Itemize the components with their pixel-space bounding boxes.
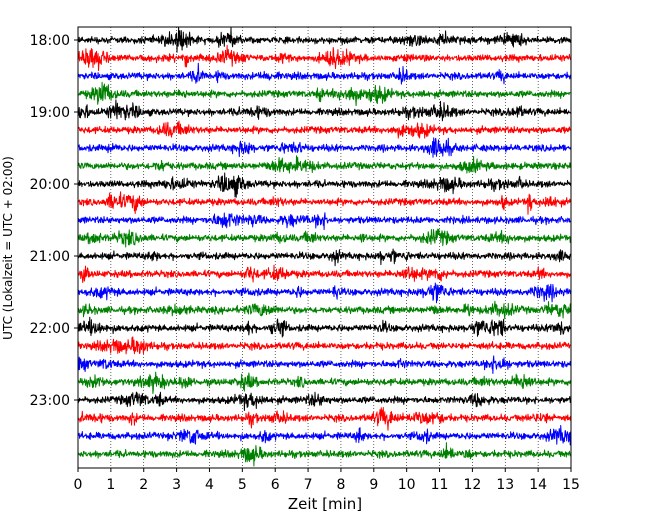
y-tick-label: 22:00: [30, 321, 70, 337]
x-tick-label: 12: [463, 477, 481, 493]
y-tick-label: 19:00: [30, 105, 70, 121]
x-tick-label: 2: [139, 477, 148, 493]
seismogram-trace: [78, 27, 571, 53]
seismogram-trace: [78, 371, 571, 394]
x-axis: 0 1 2 3 4 5 6 7 8 9 10 11 12 13 14 15: [74, 468, 580, 493]
seismogram-trace: [78, 44, 571, 72]
seismogram-trace: [78, 316, 571, 338]
seismogram-trace: [78, 99, 571, 122]
y-tick-label: 21:00: [30, 249, 70, 265]
x-tick-label: 7: [304, 477, 313, 493]
x-tick-label: 1: [106, 477, 115, 493]
y-axis-title: UTC (Lokalzeit = UTC + 02:00): [1, 156, 15, 340]
x-tick-label: 11: [431, 477, 449, 493]
y-tick-label: 23:00: [30, 393, 70, 409]
seismogram-trace: [78, 300, 571, 320]
seismogram-trace: [78, 336, 571, 355]
seismogram-trace: [78, 391, 571, 411]
seismogram-trace: [78, 425, 571, 446]
seismogram-trace: [78, 155, 571, 174]
y-tick-label: 18:00: [30, 33, 70, 49]
x-tick-label: 4: [205, 477, 214, 493]
x-tick-label: 0: [74, 477, 83, 493]
x-tick-label: 6: [271, 477, 280, 493]
y-tick-label: 20:00: [30, 177, 70, 193]
x-tick-label: 15: [562, 477, 580, 493]
x-tick-label: 10: [398, 477, 416, 493]
x-tick-label: 5: [238, 477, 247, 493]
seismogram-trace: [78, 264, 571, 283]
x-tick-label: 14: [529, 477, 547, 493]
x-axis-title: Zeit [min]: [288, 495, 362, 513]
seismogram-trace: [78, 62, 571, 85]
plot-frame: [77, 26, 572, 469]
seismogram-trace: [78, 228, 571, 248]
seismogram-trace: [78, 137, 571, 158]
seismogram-trace: [78, 172, 571, 198]
seismogram-trace: [78, 355, 571, 374]
seismogram-traces: [78, 27, 571, 467]
seismogram-trace: [78, 407, 571, 431]
seismogram-trace: [78, 212, 571, 231]
seismogram-trace: [78, 442, 571, 467]
seismogram-trace: [78, 120, 571, 139]
y-axis: 18:00 19:00 20:00 21:00 22:00 23:00: [30, 33, 78, 409]
seismogram-trace: [78, 81, 571, 107]
x-tick-label: 9: [369, 477, 378, 493]
seismogram-trace: [78, 248, 571, 267]
x-tick-label: 13: [496, 477, 514, 493]
seismogram-trace: [78, 191, 571, 215]
x-tick-label: 8: [336, 477, 345, 493]
x-tick-label: 3: [172, 477, 181, 493]
seismogram-trace: [78, 282, 571, 304]
